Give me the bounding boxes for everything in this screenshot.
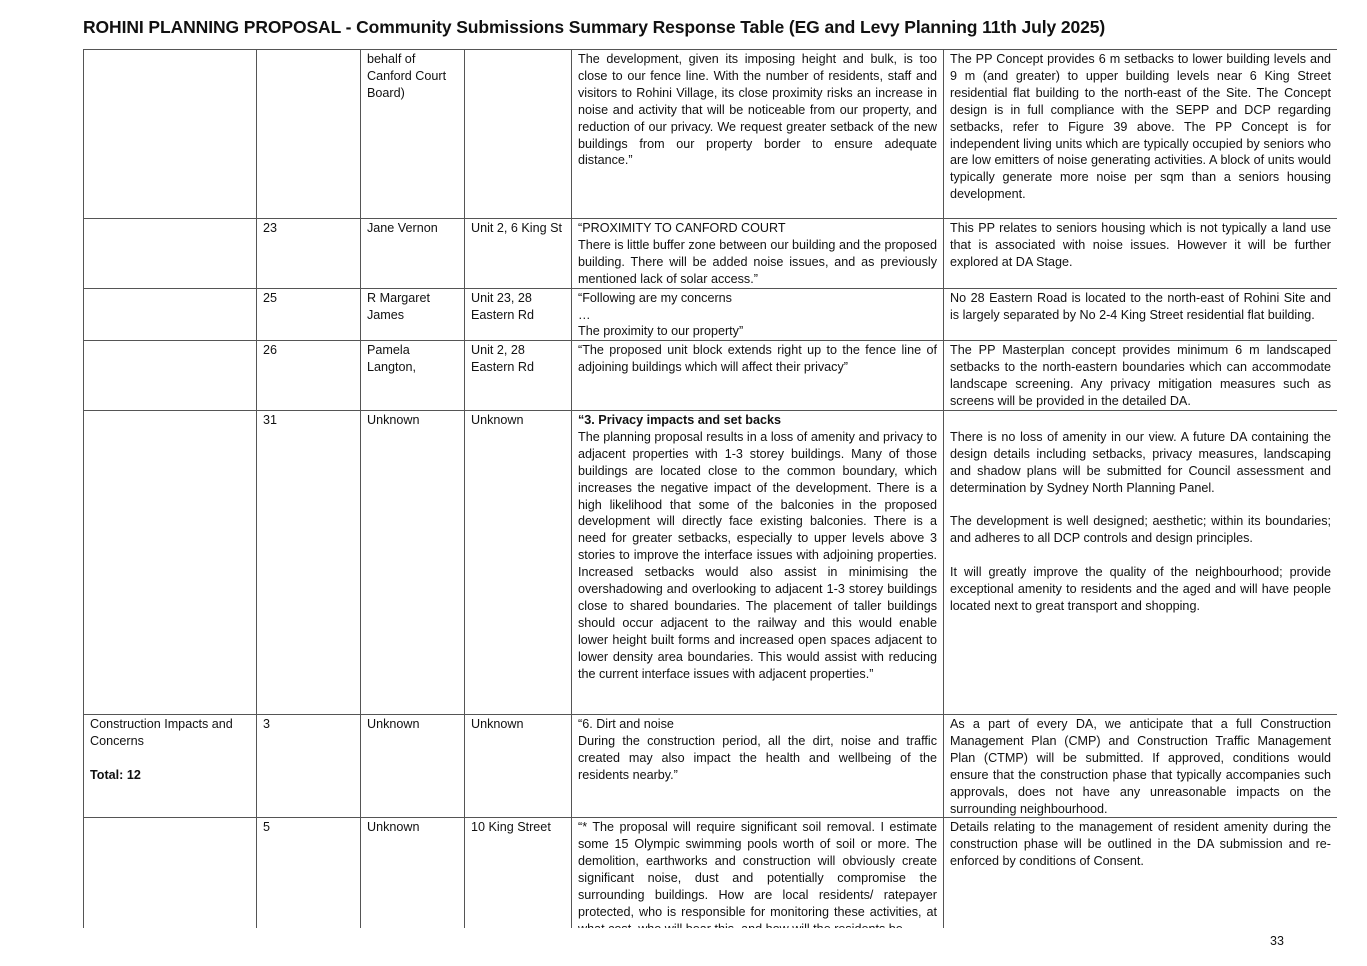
response-text: As a part of every DA, we anticipate tha… [943,713,1337,819]
category-cell [83,287,257,342]
submitter-name: behalf of Canford Court Board) [360,49,465,219]
submitter-address: 10 King Street [464,817,572,928]
submitter-name: Pamela Langton, [360,340,465,411]
table-row: 23 Jane Vernon Unit 2, 6 King St “PROXIMITY… [83,218,1337,289]
category-cell [83,340,257,411]
submission-text: “* The proposal will require significant… [578,820,937,928]
submission-text: The development, given its imposing heig… [578,52,937,168]
table-row: behalf of Canford Court Board) The develo… [83,49,1337,219]
category-cell [83,218,257,289]
submitter-name: Jane Vernon [360,218,465,289]
submission-text-cell: “Following are my concerns … The proximi… [571,287,944,342]
submitter-address: Unit 2, 6 King St [464,218,572,289]
category-cell [83,409,257,715]
submission-number [256,49,361,219]
table-row: 25 R Margaret James Unit 23, 28 Eastern Rd… [83,287,1337,342]
response-text: The PP Concept provides 6 m setbacks to … [943,49,1337,219]
submission-number: 31 [256,409,361,715]
submission-number: 5 [256,817,361,928]
submission-text-cell: “6. Dirt and noise During the constructi… [571,713,944,819]
table-row: 26 Pamela Langton, Unit 2, 28 Eastern Rd “T… [83,340,1337,411]
submitter-name: R Margaret James [360,287,465,342]
submission-text-cell: “* The proposal will require significant… [571,817,944,928]
submitter-address [464,49,572,219]
category-cell: Construction Impacts and Concerns Total:… [83,713,257,819]
submission-text: “6. Dirt and noise During the constructi… [578,716,937,782]
submission-text: “Following are my concerns … The proximi… [578,290,744,339]
submission-text-cell: “3. Privacy impacts and set backs The pl… [571,409,944,715]
submissions-table-container: behalf of Canford Court Board) The develo… [83,49,1337,928]
submitter-name: Unknown [360,409,465,715]
submitter-name: Unknown [360,713,465,819]
response-text: No 28 Eastern Road is located to the nor… [943,287,1337,342]
submission-text-cell: The development, given its imposing heig… [571,49,944,219]
table-row: 5 Unknown 10 King Street “* The proposal wi… [83,817,1337,928]
page-number: 33 [1270,934,1284,948]
category-cell [83,49,257,219]
submission-text: The planning proposal results in a loss … [578,429,937,681]
submissions-table: behalf of Canford Court Board) The develo… [83,49,1337,928]
category-label: Construction Impacts and Concerns [90,716,233,748]
table-row: 31 Unknown Unknown “3. Privacy impacts and … [83,409,1337,715]
submission-number: 25 [256,287,361,342]
category-total: Total: 12 [90,767,141,782]
submitter-address: Unit 23, 28 Eastern Rd [464,287,572,342]
submission-number: 3 [256,713,361,819]
submission-text: “PROXIMITY TO CANFORD COURT There is lit… [578,221,937,286]
category-cell [83,817,257,928]
submission-text: “The proposed unit block extends right u… [578,343,937,375]
submitter-address: Unit 2, 28 Eastern Rd [464,340,572,411]
response-text: This PP relates to seniors housing which… [943,218,1337,289]
response-text: Details relating to the management of re… [943,817,1337,928]
submitter-address: Unknown [464,409,572,715]
response-text: The PP Masterplan concept provides minim… [943,340,1337,411]
submission-text-cell: “The proposed unit block extends right u… [571,340,944,411]
submitter-name: Unknown [360,817,465,928]
response-text: There is no loss of amenity in our view.… [943,409,1337,715]
page-title: ROHINI PLANNING PROPOSAL - Community Sub… [83,17,1106,37]
submission-heading: “3. Privacy impacts and set backs [578,412,782,427]
submission-text-cell: “PROXIMITY TO CANFORD COURT There is lit… [571,218,944,289]
submitter-address: Unknown [464,713,572,819]
submission-number: 23 [256,218,361,289]
submission-number: 26 [256,340,361,411]
table-row: Construction Impacts and Concerns Total:… [83,713,1337,819]
